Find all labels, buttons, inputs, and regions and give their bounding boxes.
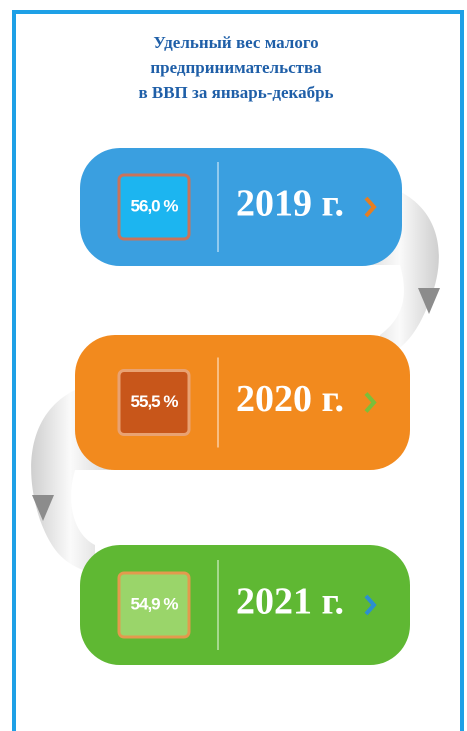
chevron: [364, 594, 377, 616]
percent: 56,0 %: [131, 196, 179, 215]
percent: 55,5 %: [131, 392, 179, 411]
title-line: предпринимательства: [150, 58, 322, 77]
year: 2021 г.: [236, 581, 344, 623]
chevron: [364, 392, 377, 413]
title: Удельный вес малого предпринимательства …: [138, 33, 333, 102]
percent-box: [117, 571, 191, 639]
percent: 54,9 %: [131, 594, 179, 613]
title-line: Удельный вес малого: [153, 33, 318, 52]
chevron: [364, 196, 377, 218]
percent-box: [117, 369, 191, 436]
year: 2020 г.: [236, 378, 344, 420]
arrow-down: [418, 288, 440, 314]
frame: [12, 10, 464, 731]
percent-box: [117, 173, 191, 241]
arrow-down: [32, 495, 54, 521]
year: 2019 г.: [236, 183, 344, 225]
band: [75, 335, 410, 470]
title-line: в ВВП за январь-декабрь: [138, 83, 333, 102]
